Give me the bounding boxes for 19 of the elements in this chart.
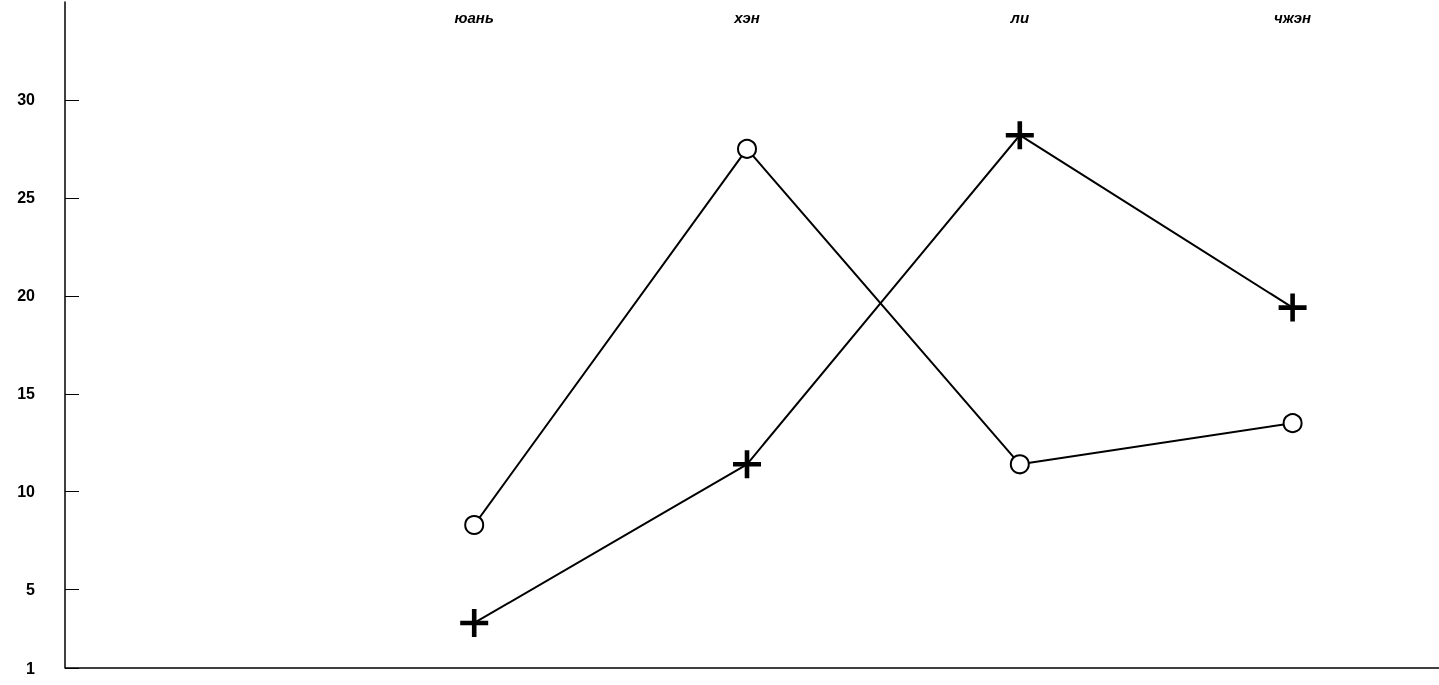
y-tick-label: 30 bbox=[17, 91, 36, 109]
point bbox=[1282, 413, 1303, 434]
y-tick-label: 5 bbox=[26, 581, 36, 599]
y-tick-label: 15 bbox=[17, 385, 36, 403]
y-tick-label: 25 bbox=[17, 189, 36, 207]
x-tick-label: чжэн bbox=[1274, 9, 1312, 26]
point bbox=[1005, 121, 1034, 150]
x-tick-label: ли bbox=[1009, 9, 1030, 26]
point bbox=[464, 515, 485, 535]
point bbox=[1278, 293, 1307, 322]
y-tick-label: 20 bbox=[17, 287, 36, 305]
point bbox=[737, 138, 757, 159]
point bbox=[460, 608, 489, 637]
x-tick-label: юань bbox=[454, 9, 494, 26]
y-tick-label: 10 bbox=[17, 483, 36, 501]
x-tick-label: хэн bbox=[733, 9, 760, 26]
y-tick-label: 1 bbox=[26, 659, 36, 677]
point bbox=[733, 450, 761, 479]
point bbox=[1009, 454, 1030, 475]
